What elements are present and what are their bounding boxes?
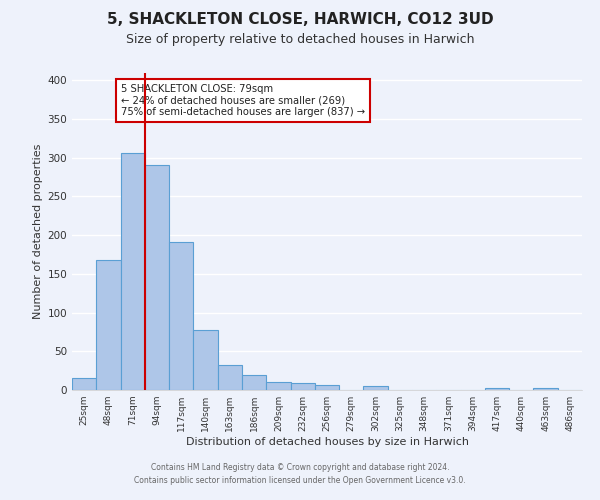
- X-axis label: Distribution of detached houses by size in Harwich: Distribution of detached houses by size …: [185, 437, 469, 447]
- Bar: [193, 330, 218, 390]
- Y-axis label: Number of detached properties: Number of detached properties: [33, 144, 43, 319]
- Text: 5 SHACKLETON CLOSE: 79sqm
← 24% of detached houses are smaller (269)
75% of semi: 5 SHACKLETON CLOSE: 79sqm ← 24% of detac…: [121, 84, 365, 117]
- Bar: [169, 242, 193, 390]
- Bar: [266, 382, 290, 390]
- Bar: [145, 166, 169, 390]
- Text: Size of property relative to detached houses in Harwich: Size of property relative to detached ho…: [126, 32, 474, 46]
- Bar: [290, 383, 315, 390]
- Bar: [485, 388, 509, 390]
- Bar: [364, 386, 388, 390]
- Bar: [242, 376, 266, 390]
- Bar: [96, 260, 121, 390]
- Bar: [315, 386, 339, 390]
- Text: Contains HM Land Registry data © Crown copyright and database right 2024.: Contains HM Land Registry data © Crown c…: [151, 464, 449, 472]
- Bar: [533, 388, 558, 390]
- Bar: [121, 153, 145, 390]
- Bar: [72, 378, 96, 390]
- Bar: [218, 365, 242, 390]
- Text: Contains public sector information licensed under the Open Government Licence v3: Contains public sector information licen…: [134, 476, 466, 485]
- Text: 5, SHACKLETON CLOSE, HARWICH, CO12 3UD: 5, SHACKLETON CLOSE, HARWICH, CO12 3UD: [107, 12, 493, 28]
